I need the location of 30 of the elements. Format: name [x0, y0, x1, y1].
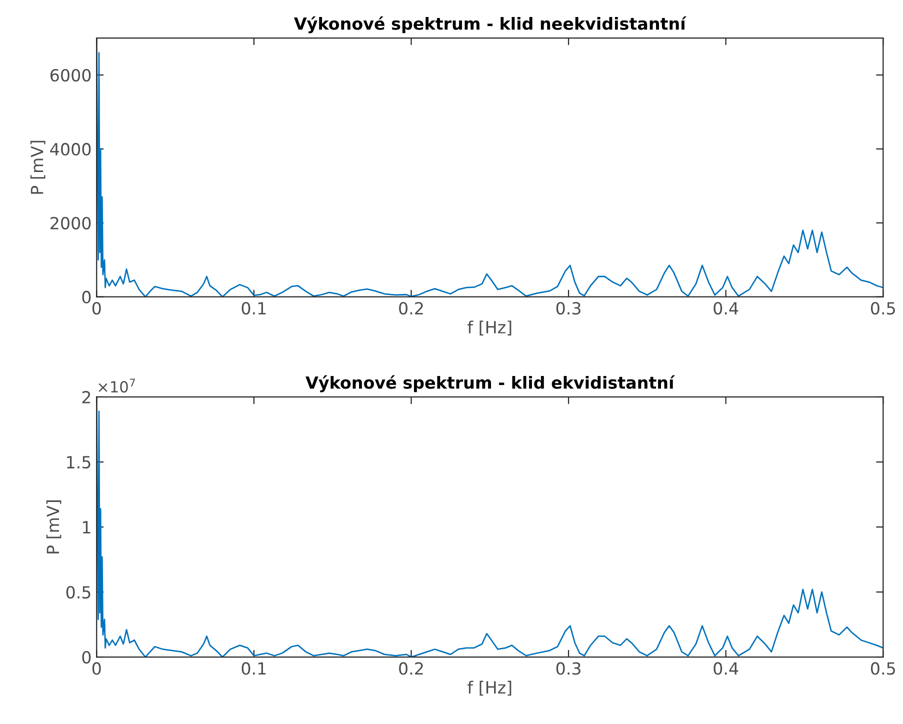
x-tick-label: 0.4	[714, 302, 738, 315]
x-tick-label: 0.1	[242, 302, 266, 315]
y-tick-label: 4000	[50, 142, 91, 156]
y-tick-label: 1.5	[67, 456, 90, 469]
x-tick-label: 0.3	[556, 662, 580, 675]
chart-title: Výkonové spektrum - klid ekvidistantní	[306, 375, 675, 392]
x-tick-label: 0.3	[556, 302, 580, 315]
y-tick-label: 0.5	[66, 586, 90, 599]
y-tick-label: 6000	[50, 68, 91, 82]
x-axis-title: f [Hz]	[468, 680, 512, 696]
line-series	[96, 396, 884, 658]
x-tick-label: 0.2	[399, 302, 423, 315]
x-tick-label: 0	[92, 662, 101, 675]
y-tick-label: 1	[82, 521, 90, 534]
y-tick-label: 0	[82, 650, 91, 664]
y-tick-label: 0	[82, 290, 91, 304]
line-series	[96, 38, 884, 297]
x-tick-label: 0.4	[714, 662, 738, 675]
y-tick-label: 2000	[50, 216, 91, 230]
x-tick-label: 0.5	[870, 662, 895, 675]
x-tick-label: 0.5	[870, 302, 895, 315]
y-axis-title: P [mV]	[46, 500, 62, 554]
x-axis-title: f [Hz]	[468, 320, 512, 336]
y-tick-label: 2	[82, 390, 90, 404]
x-tick-label: 0.1	[242, 662, 266, 675]
y-axis-title: P [mV]	[30, 140, 46, 194]
text: ×10$^{7}$	[98, 378, 135, 393]
chart-title: Výkonové spektrum - klid neekvidistantní	[294, 16, 687, 34]
x-tick-label: 0.2	[399, 662, 423, 675]
x-tick-label: 0	[92, 302, 101, 315]
